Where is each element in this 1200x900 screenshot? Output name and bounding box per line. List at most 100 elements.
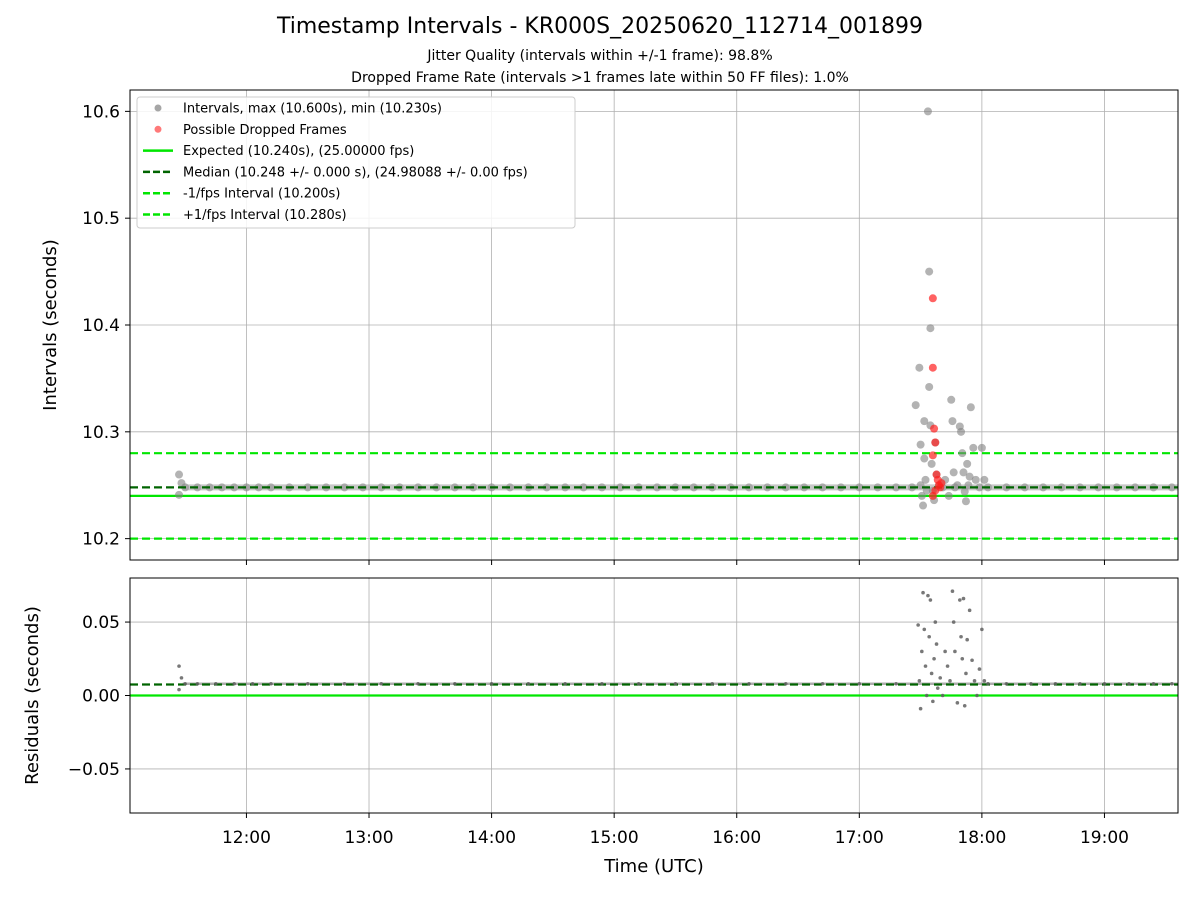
residual-point <box>379 681 384 686</box>
residual-point <box>964 671 968 676</box>
interval-point <box>926 324 935 333</box>
residual-point <box>923 664 928 668</box>
dropped-frame-point <box>928 451 937 460</box>
residual-point <box>953 649 957 654</box>
legend-marker <box>154 125 162 133</box>
residual-point <box>416 681 420 686</box>
dropped-frame-point <box>930 424 939 433</box>
residual-point <box>986 681 990 686</box>
residual-point <box>1053 681 1058 686</box>
residual-point <box>1078 681 1082 686</box>
residual-point <box>931 699 935 704</box>
interval-point <box>916 440 925 449</box>
residual-point <box>948 679 952 683</box>
interval-point <box>915 363 924 372</box>
bottom-plot-area <box>130 589 1178 711</box>
interval-point <box>923 107 932 116</box>
x-tick-label: 19:00 <box>1080 828 1129 848</box>
bottom-y-axis-label: Residuals (seconds) <box>22 606 43 785</box>
interval-point <box>175 470 184 479</box>
legend-entry-label: Expected (10.240s), (25.00000 fps) <box>183 144 414 159</box>
dropped-frame-point <box>931 438 940 447</box>
x-tick-label: 17:00 <box>835 828 884 848</box>
x-tick-label: 18:00 <box>957 828 1006 848</box>
residual-point <box>820 681 825 686</box>
interval-point <box>980 475 989 484</box>
residual-point <box>183 681 187 686</box>
residual-point <box>305 681 310 686</box>
residual-point <box>970 658 974 663</box>
residual-point <box>489 681 494 686</box>
residual-point <box>965 637 969 642</box>
residual-point <box>1127 681 1131 686</box>
residual-point <box>1004 681 1009 686</box>
residual-point <box>600 681 604 686</box>
residual-point <box>917 679 922 683</box>
legend-entry-label: +1/fps Interval (10.280s) <box>183 208 347 223</box>
x-tick-label: 14:00 <box>467 828 516 848</box>
top-y-tick-label: 10.4 <box>82 316 120 336</box>
residual-point <box>1102 681 1107 686</box>
interval-point <box>948 417 957 426</box>
residual-point <box>916 623 920 627</box>
legend-entry-label: Median (10.248 +/- 0.000 s), (24.98088 +… <box>183 165 528 180</box>
residual-point <box>927 634 931 639</box>
top-y-axis-label: Intervals (seconds) <box>40 239 61 411</box>
interval-point <box>949 468 958 477</box>
residual-point <box>673 681 678 686</box>
residual-point <box>783 681 788 686</box>
residual-point <box>982 679 987 683</box>
residual-point <box>894 681 898 686</box>
dropped-frame-point <box>937 479 946 488</box>
top-y-tick-label: 10.5 <box>82 209 120 229</box>
interval-point <box>947 395 956 404</box>
interval-point <box>917 491 926 500</box>
residual-point <box>636 681 641 686</box>
residual-point <box>250 681 255 686</box>
residual-point <box>929 671 934 676</box>
x-axis-label: Time (UTC) <box>603 856 704 877</box>
residual-point <box>921 590 925 595</box>
bottom-y-tick-label: −0.05 <box>68 760 120 780</box>
residual-point <box>1151 681 1156 686</box>
residual-point <box>342 681 347 686</box>
jitter-quality-subtitle: Jitter Quality (intervals within +/-1 fr… <box>427 48 773 64</box>
legend-marker <box>154 104 162 112</box>
residual-point <box>922 627 927 632</box>
interval-point <box>971 475 980 484</box>
interval-point <box>925 267 934 276</box>
interval-point <box>965 472 974 481</box>
residual-point <box>962 703 967 708</box>
interval-point <box>957 427 966 436</box>
interval-point <box>920 454 929 463</box>
legend-box <box>136 96 576 229</box>
residual-point <box>747 681 751 686</box>
residual-point <box>980 627 984 632</box>
residual-point <box>943 649 947 654</box>
residual-point <box>961 596 966 601</box>
residual-point <box>177 687 181 692</box>
residual-point <box>932 656 936 661</box>
residual-point <box>924 693 929 698</box>
dropped-frame-point <box>928 491 937 500</box>
interval-point <box>977 443 986 452</box>
interval-point <box>911 401 920 410</box>
residual-point <box>926 593 930 598</box>
x-tick-label: 13:00 <box>345 828 394 848</box>
interval-point <box>921 475 930 484</box>
interval-point <box>959 468 968 477</box>
residual-point <box>975 693 979 698</box>
interval-point <box>969 443 978 452</box>
residual-point <box>232 681 236 686</box>
interval-point <box>958 449 967 458</box>
top-y-tick-label: 10.3 <box>82 423 120 443</box>
dropped-frame-point <box>928 294 937 303</box>
top-y-tick-label: 10.6 <box>82 102 120 122</box>
residual-point <box>967 608 972 613</box>
dropped-frame-point <box>928 363 937 372</box>
interval-point <box>966 403 975 412</box>
residual-point <box>453 681 457 686</box>
residual-point <box>958 598 962 602</box>
residual-point <box>945 664 950 668</box>
